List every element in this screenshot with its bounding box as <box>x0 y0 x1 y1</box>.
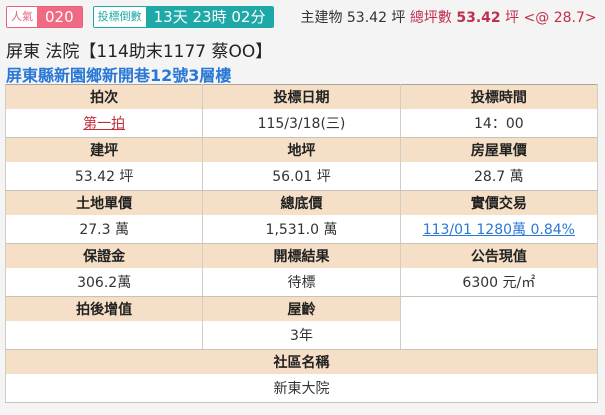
deposit-value: 306.2萬 <box>4 268 204 297</box>
case-title: 屏東 法院【114助末1177 蔡OO】 <box>6 42 273 62</box>
house-price-label: 房屋單價 <box>399 137 599 162</box>
land-price-label: 土地單價 <box>4 190 204 215</box>
main-building-area: 主建物 53.42 坪 <box>300 10 406 26</box>
address: 屏東縣新園鄉新開巷12號3層樓 <box>6 66 232 85</box>
land-price-value: 27.3 萬 <box>4 215 204 244</box>
countdown-badge: 投標倒數 13天 23時 02分 <box>92 6 275 28</box>
age-label: 屋齡 <box>202 296 401 321</box>
community-label: 社區名稱 <box>5 349 598 374</box>
date-value: 115/3/18(三) <box>202 109 401 138</box>
popularity-value: 020 <box>37 7 82 27</box>
build-area-label: 建坪 <box>4 137 204 162</box>
round-label: 拍次 <box>4 84 204 109</box>
land-area-value: 56.01 坪 <box>202 162 401 191</box>
date-label: 投標日期 <box>202 84 401 109</box>
announced-value: 6300 元/㎡ <box>399 268 599 297</box>
increment-value <box>4 321 204 350</box>
increment-label: 拍後增值 <box>4 296 204 321</box>
land-area-label: 地坪 <box>202 137 401 162</box>
time-label: 投標時間 <box>399 84 599 109</box>
popularity-badge: 人氣 020 <box>6 6 83 28</box>
community-value: 新東大院 <box>5 374 598 403</box>
round-link[interactable]: 第一拍 <box>83 116 126 132</box>
announced-label: 公告現值 <box>399 243 599 268</box>
house-price-value: 28.7 萬 <box>399 162 599 191</box>
age-value: 3年 <box>202 321 401 350</box>
countdown-label: 投標倒數 <box>93 7 146 27</box>
total-area-value: 53.42 <box>456 10 501 26</box>
build-area-value: 53.42 坪 <box>4 162 204 191</box>
popularity-label: 人氣 <box>7 7 37 27</box>
countdown-value: 13天 23時 02分 <box>145 7 274 27</box>
actual-price-link[interactable]: 113/01 1280萬 0.84% <box>422 222 575 238</box>
total-area-unit: 坪 <@ 28.7> <box>505 10 597 26</box>
result-label: 開標結果 <box>202 243 401 268</box>
result-value: 待標 <box>202 268 401 297</box>
empty-cell <box>399 296 599 350</box>
auction-info-table: 拍次 投標日期 投標時間 第一拍 115/3/18(三) 14：00 建坪 地坪 房屋單價 … <box>4 84 599 403</box>
actual-label: 實價交易 <box>399 190 599 215</box>
base-price-value: 1,531.0 萬 <box>202 215 401 244</box>
base-price-label: 總底價 <box>202 190 401 215</box>
top-bar: 人氣 020 投標倒數 13天 23時 02分 主建物 53.42 坪 總坪數 53… <box>6 6 597 28</box>
deposit-label: 保證金 <box>4 243 204 268</box>
area-summary: 主建物 53.42 坪 總坪數 53.42 坪 <@ 28.7> <box>300 7 596 27</box>
total-area-label: 總坪數 <box>409 10 452 26</box>
time-value: 14：00 <box>399 109 599 138</box>
